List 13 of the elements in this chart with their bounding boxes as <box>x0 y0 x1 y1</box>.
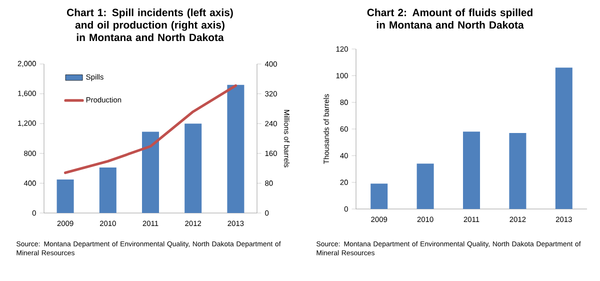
bar <box>99 168 116 213</box>
line-series <box>64 84 237 174</box>
bar <box>142 132 159 213</box>
bar <box>463 132 480 209</box>
bar <box>56 179 74 213</box>
chart-title: Chart 1: Spill incidents (left axis) and oil production (right axis) in Montana and North Dakota <box>67 8 233 42</box>
bar <box>555 68 572 209</box>
bar <box>227 84 244 213</box>
bar <box>370 184 388 209</box>
bar <box>509 132 526 209</box>
bar <box>184 124 202 213</box>
chart-title: Chart 2: Amount of fluids spilled in Montana and North Dakota <box>367 8 532 29</box>
bar <box>416 164 434 209</box>
